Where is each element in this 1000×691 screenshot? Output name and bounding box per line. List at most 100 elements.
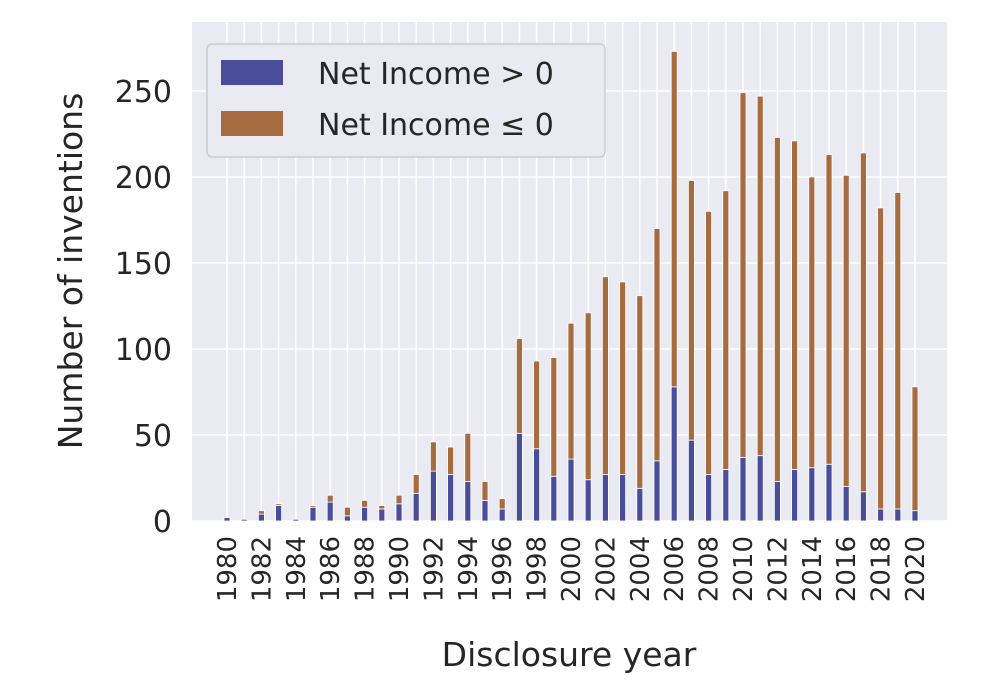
legend-label-positive: Net Income > 0 (318, 57, 554, 92)
bar-segment-positive (498, 508, 506, 522)
bar-segment-nonpositive (877, 207, 884, 510)
bar-segment-nonpositive (894, 192, 902, 510)
bar-segment-nonpositive (756, 95, 764, 457)
bar-segment-nonpositive (619, 281, 626, 475)
bar-segment-positive (825, 463, 833, 522)
bar-segment-positive (911, 510, 919, 522)
y-tick-label: 0 (153, 505, 172, 540)
bar-segment-nonpositive (464, 432, 472, 482)
x-tick-label: 1992 (419, 536, 449, 602)
bar-segment-nonpositive (343, 506, 351, 517)
bars (223, 51, 919, 522)
bar-segment-nonpositive (309, 505, 317, 508)
bar-segment-positive (636, 487, 644, 522)
x-tick-label: 2006 (660, 536, 690, 602)
bar-segment-nonpositive (602, 276, 609, 475)
bar-segment-positive (309, 506, 317, 522)
bar-segment-nonpositive (275, 503, 283, 506)
bar-segment-positive (791, 468, 798, 522)
bar-segment-positive (688, 439, 695, 522)
bar-segment-positive (240, 518, 248, 522)
bar-segment-positive (275, 505, 283, 522)
bar-segment-nonpositive (395, 494, 403, 505)
y-tick-label: 100 (115, 333, 172, 368)
bar-segment-positive (670, 386, 678, 522)
bar-segment-positive (842, 486, 850, 522)
bar-segment-nonpositive (326, 494, 334, 503)
bar-segment-nonpositive (825, 154, 833, 465)
x-tick-labels: 1980 1982 1984 1986 1988 1990 1992 1994 1996 1998… (213, 536, 931, 602)
bar-segment-nonpositive (378, 505, 386, 510)
bar-segment-nonpositive (567, 322, 575, 460)
x-tick-label: 2010 (729, 536, 759, 602)
bar-segment-positive (361, 506, 369, 522)
legend-swatch-positive (221, 60, 283, 85)
bar-segment-positive (808, 467, 816, 522)
bar-segment-nonpositive (791, 140, 798, 470)
x-tick-label: 2016 (832, 536, 862, 602)
y-tick-label: 150 (115, 247, 172, 282)
bar-segment-positive (447, 474, 455, 522)
bar-segment-positive (602, 474, 609, 522)
legend-box (206, 43, 606, 158)
bar-segment-positive (378, 508, 386, 522)
bar-segment-nonpositive (860, 152, 867, 493)
x-tick-label: 2000 (557, 536, 587, 602)
y-tick-label: 50 (134, 419, 172, 454)
x-tick-label: 1982 (247, 536, 277, 602)
y-tick-label: 250 (115, 75, 172, 110)
bar-segment-positive (395, 503, 403, 522)
bar-segment-nonpositive (516, 338, 523, 434)
bar-segment-positive (343, 515, 351, 522)
legend-swatch-nonpositive (221, 111, 283, 136)
bar-segment-nonpositive (739, 92, 747, 458)
bar-segment-positive (774, 481, 781, 522)
bar-segment-nonpositive (774, 137, 781, 482)
bar-segment-positive (292, 518, 300, 522)
bar-segment-positive (877, 508, 884, 522)
bar-segment-nonpositive (257, 510, 265, 515)
bar-segment-nonpositive (412, 474, 420, 494)
bar-segment-positive (739, 456, 747, 522)
bar-segment-positive (619, 474, 626, 522)
y-tick-label: 200 (115, 161, 172, 196)
bar-segment-nonpositive (533, 360, 540, 450)
y-axis-label: Number of inventions (51, 93, 90, 450)
x-axis-label: Disclosure year (442, 635, 697, 674)
bar-segment-positive (533, 448, 540, 522)
bar-segment-positive (481, 499, 489, 522)
bar-segment-nonpositive (911, 386, 919, 512)
bar-segment-positive (223, 517, 231, 522)
bar-segment-positive (860, 491, 867, 522)
bar-segment-nonpositive (550, 357, 558, 477)
bar-segment-nonpositive (584, 312, 592, 481)
bar-segment-positive (550, 475, 558, 522)
bar-segment-nonpositive (808, 176, 816, 469)
bar-segment-nonpositive (705, 210, 712, 475)
x-tick-label: 2014 (798, 536, 828, 602)
bar-segment-nonpositive (429, 441, 437, 472)
bar-segment-positive (412, 493, 420, 522)
x-tick-label: 1986 (316, 536, 346, 602)
bar-segment-positive (257, 513, 265, 522)
y-tick-labels: 0 50 100 150 200 250 (115, 75, 172, 540)
x-tick-label: 1988 (351, 536, 381, 602)
bar-segment-nonpositive (722, 190, 730, 470)
x-tick-label: 2008 (695, 536, 725, 602)
bar-segment-positive (653, 460, 661, 522)
x-tick-label: 2002 (591, 536, 621, 602)
bar-segment-nonpositive (447, 446, 455, 475)
bar-segment-positive (722, 468, 730, 522)
x-tick-label: 2004 (626, 536, 656, 602)
x-tick-label: 1996 (488, 536, 518, 602)
bar-segment-positive (705, 474, 712, 522)
x-tick-label: 1998 (523, 536, 553, 602)
x-tick-label: 1994 (454, 536, 484, 602)
bar-segment-positive (756, 455, 764, 522)
x-tick-label: 1984 (282, 536, 312, 602)
x-tick-label: 2012 (763, 536, 793, 602)
legend-label-nonpositive: Net Income ≤ 0 (318, 108, 554, 143)
bar-segment-positive (516, 432, 523, 522)
x-tick-label: 2018 (867, 536, 897, 602)
bar-segment-positive (584, 479, 592, 522)
